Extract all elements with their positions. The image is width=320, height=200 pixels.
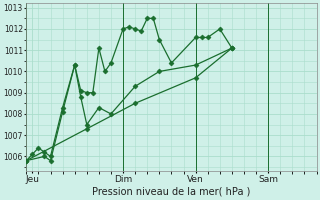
X-axis label: Pression niveau de la mer( hPa ): Pression niveau de la mer( hPa ) bbox=[92, 187, 251, 197]
